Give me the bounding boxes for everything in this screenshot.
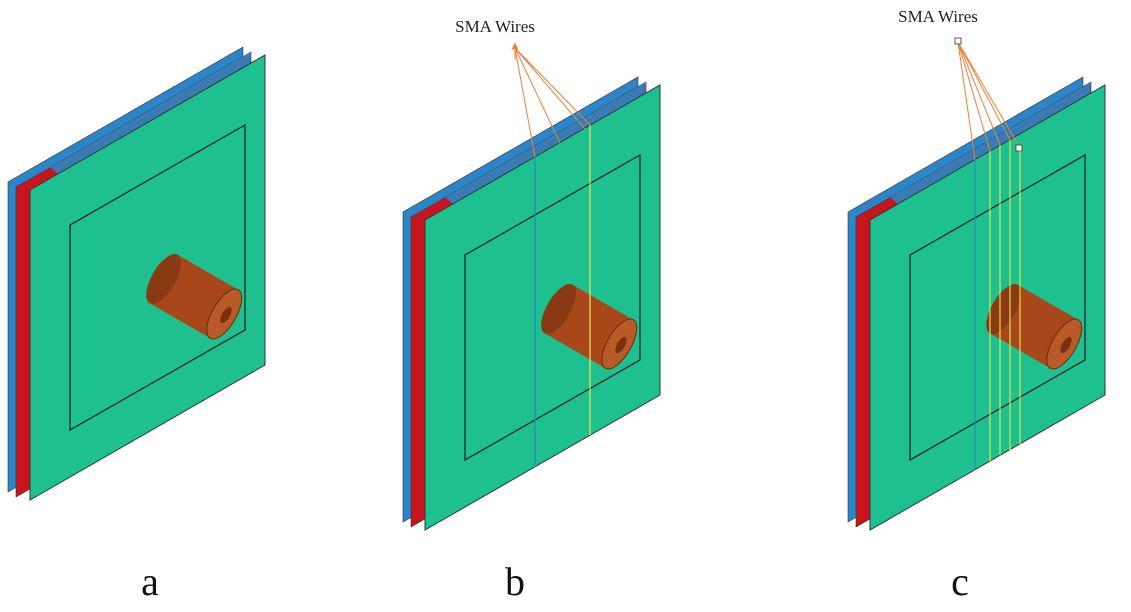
plate-assembly: [8, 47, 265, 500]
figure: a SMA Wires b: [0, 0, 1131, 612]
handle: [1016, 145, 1022, 151]
panel-b: SMA Wires b: [403, 17, 660, 604]
plate-assembly: [848, 77, 1105, 530]
panel-label: c: [951, 559, 969, 604]
panel-label: b: [505, 559, 525, 604]
panel-label: a: [141, 559, 159, 604]
plate-assembly: [403, 77, 660, 530]
handle: [955, 38, 961, 44]
page: {"panels": [{"label": "a"}, {"label": "b…: [0, 0, 1131, 612]
annotation: SMA Wires: [455, 17, 535, 36]
panel-c: SMA Wires c: [848, 7, 1105, 604]
annotation: SMA Wires: [898, 7, 978, 26]
panel-a: a: [8, 47, 265, 604]
